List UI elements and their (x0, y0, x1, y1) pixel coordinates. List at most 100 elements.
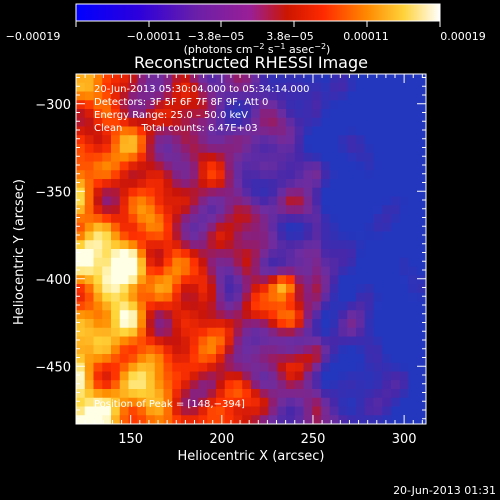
heatmap-cell (172, 222, 182, 232)
heatmap-cell (286, 327, 296, 337)
heatmap-cell (146, 275, 156, 285)
heatmap-cell (303, 187, 313, 197)
heatmap-cell (408, 301, 418, 311)
heatmap-cell (102, 249, 112, 259)
heatmap-cell (111, 126, 121, 136)
heatmap-cell (356, 135, 366, 145)
heatmap-cell (233, 371, 243, 381)
heatmap-cell (408, 415, 418, 424)
heatmap-cell (286, 152, 296, 162)
heatmap-cell (181, 397, 191, 407)
heatmap-cell (286, 266, 296, 276)
heatmap-cell (93, 222, 103, 232)
heatmap-cell (364, 275, 374, 285)
heatmap-cell (93, 310, 103, 320)
heatmap-cell (321, 406, 331, 416)
heatmap-cell (181, 74, 191, 84)
heatmap-cell (329, 109, 339, 119)
heatmap-cell (277, 249, 287, 259)
heatmap-cell (382, 109, 392, 119)
heatmap-cell (329, 179, 339, 189)
heatmap-cell (146, 266, 156, 276)
heatmap-cell (268, 196, 278, 206)
heatmap-cell (84, 266, 94, 276)
heatmap-cell (408, 292, 418, 302)
heatmap-cell (408, 126, 418, 136)
heatmap-cell (321, 345, 331, 355)
heatmap-cell (286, 109, 296, 119)
heatmap-cell (251, 397, 261, 407)
heatmap-cell (347, 336, 357, 346)
heatmap-cell (382, 415, 392, 424)
heatmap-cell (321, 196, 331, 206)
heatmap-cell (259, 152, 269, 162)
heatmap-cell (137, 161, 147, 171)
heatmap-cell (277, 380, 287, 390)
heatmap-cell (93, 257, 103, 267)
heatmap-cell (233, 196, 243, 206)
heatmap-cell (137, 196, 147, 206)
heatmap-cell (163, 144, 173, 154)
heatmap-cell (163, 284, 173, 294)
heatmap-cell (233, 161, 243, 171)
heatmap-cell (268, 82, 278, 92)
heatmap-cell (268, 126, 278, 136)
heatmap-cell (172, 74, 182, 84)
heatmap-cell (93, 135, 103, 145)
heatmap-cell (163, 82, 173, 92)
heatmap-cell (189, 187, 199, 197)
heatmap-cell (146, 187, 156, 197)
heatmap-cell (198, 170, 208, 180)
heatmap-cell (111, 415, 121, 424)
heatmap-cell (119, 144, 129, 154)
heatmap-cell (268, 275, 278, 285)
heatmap-cell (382, 222, 392, 232)
heatmap-cell (356, 231, 366, 241)
heatmap-cell (373, 362, 383, 372)
heatmap-cell (224, 397, 234, 407)
heatmap-cell (111, 109, 121, 119)
heatmap-cell (347, 231, 357, 241)
heatmap-cell (321, 336, 331, 346)
heatmap-cell (111, 257, 121, 267)
heatmap-cell (224, 354, 234, 364)
heatmap-cell (373, 117, 383, 127)
heatmap-cell (111, 205, 121, 215)
heatmap-cell (172, 257, 182, 267)
heatmap-cell (286, 144, 296, 154)
heatmap-cell (111, 100, 121, 110)
heatmap-cell (189, 196, 199, 206)
heatmap-cell (189, 284, 199, 294)
heatmap-cell (84, 74, 94, 84)
heatmap-cell (172, 380, 182, 390)
heatmap-cell (382, 117, 392, 127)
heatmap-cell (356, 266, 366, 276)
heatmap-cell (251, 362, 261, 372)
heatmap-cell (137, 109, 147, 119)
heatmap-cell (189, 161, 199, 171)
heatmap-cell (294, 301, 304, 311)
heatmap-cell (207, 266, 217, 276)
heatmap-cell (251, 135, 261, 145)
heatmap-cell (93, 292, 103, 302)
heatmap-cell (286, 397, 296, 407)
heatmap-cell (347, 161, 357, 171)
heatmap-cell (408, 222, 418, 232)
heatmap-cell (119, 196, 129, 206)
heatmap-cell (111, 284, 121, 294)
heatmap-cell (382, 345, 392, 355)
heatmap-cell (286, 196, 296, 206)
heatmap-cell (364, 74, 374, 84)
heatmap-cell (119, 257, 129, 267)
heatmap-cell (364, 292, 374, 302)
heatmap-cell (198, 74, 208, 84)
heatmap-cell (207, 214, 217, 224)
heatmap-cell (102, 345, 112, 355)
heatmap-cell (224, 362, 234, 372)
heatmap-cell (268, 380, 278, 390)
heatmap-cell (277, 371, 287, 381)
heatmap-cell (119, 249, 129, 259)
heatmap-cell (259, 275, 269, 285)
heatmap-cell (233, 214, 243, 224)
heatmap-cell (224, 74, 234, 84)
